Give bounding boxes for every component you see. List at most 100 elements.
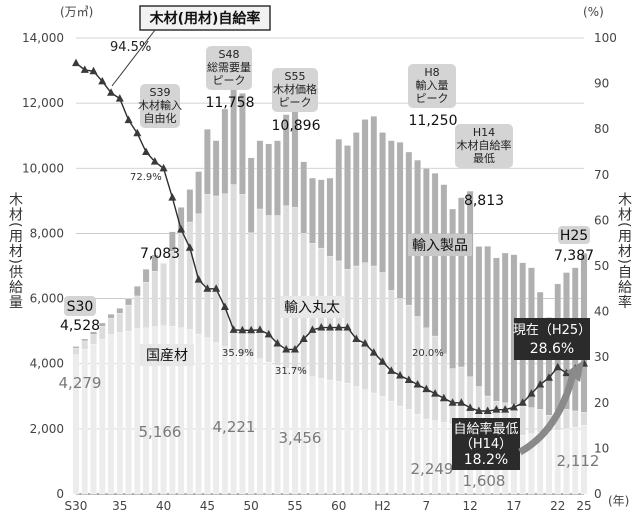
bar-imported-products bbox=[440, 184, 448, 355]
y-left-tick-label: 4,000 bbox=[30, 357, 64, 371]
x-tick-label: 40 bbox=[156, 499, 171, 513]
bar-domestic bbox=[256, 358, 264, 495]
bar-imported-logs bbox=[388, 290, 395, 402]
x-tick-label: 35 bbox=[112, 499, 127, 513]
annotation-h8: H8 輸入量 ピーク bbox=[408, 64, 456, 108]
bar-imported-logs bbox=[414, 316, 421, 415]
rate-point bbox=[501, 405, 510, 413]
domestic-h25: 2,112 bbox=[557, 452, 600, 470]
rate-point bbox=[343, 323, 352, 331]
bar-domestic bbox=[545, 431, 553, 495]
bar-imported-logs bbox=[528, 407, 535, 434]
rate-point bbox=[282, 344, 291, 353]
bar-imported-products bbox=[107, 314, 115, 319]
bar-domestic bbox=[414, 414, 421, 495]
bar-domestic bbox=[107, 334, 115, 495]
annotation-h14: H14 木材自給率 最低 bbox=[455, 124, 513, 168]
y-left-tick-label: 12,000 bbox=[22, 96, 64, 110]
title-leader bbox=[111, 29, 156, 87]
bar-domestic bbox=[265, 361, 272, 495]
bar-imported-products bbox=[282, 114, 290, 206]
bar-imported-products bbox=[484, 246, 491, 397]
rate-point bbox=[273, 339, 282, 347]
svg-text:最低: 最低 bbox=[473, 152, 495, 165]
rate-point bbox=[229, 325, 238, 333]
y-right-tick-label: 50 bbox=[594, 259, 609, 273]
y-left-tick-label: 0 bbox=[56, 487, 64, 501]
bar-imported-logs bbox=[440, 353, 448, 423]
bar-imported-logs bbox=[107, 317, 115, 335]
bar-imported-logs bbox=[221, 193, 229, 347]
svg-text:木材輸入: 木材輸入 bbox=[138, 98, 182, 112]
bar-imported-products bbox=[186, 189, 194, 223]
rate-point bbox=[142, 147, 151, 155]
bar-imported-logs bbox=[326, 256, 334, 381]
bar-imported-logs bbox=[256, 208, 264, 359]
total-h14: 8,813 bbox=[464, 193, 504, 209]
rate-point bbox=[553, 362, 562, 371]
rate-point bbox=[220, 302, 229, 311]
bar-imported-logs bbox=[204, 194, 211, 338]
bar-imported-products bbox=[169, 231, 176, 252]
y-left-title-group: 木材(用材)供給量 bbox=[7, 192, 23, 310]
y-right-tick-label: 90 bbox=[594, 77, 609, 91]
chart-title: 木材(用材)自給率 bbox=[149, 10, 261, 27]
rate-point bbox=[185, 243, 194, 251]
rate-point bbox=[369, 348, 378, 356]
total-h25: 7,387 bbox=[554, 248, 594, 264]
bar-domestic bbox=[125, 330, 132, 495]
domestic-s50: 4,221 bbox=[213, 418, 256, 436]
bar-domestic bbox=[423, 418, 430, 495]
bar-imported-logs bbox=[134, 295, 141, 329]
rate-point bbox=[124, 115, 133, 124]
bar-imported-products bbox=[370, 116, 378, 267]
bar-domestic bbox=[405, 409, 413, 495]
bar-imported-logs bbox=[81, 340, 89, 350]
bar-imported-products bbox=[134, 286, 141, 297]
rate-point bbox=[483, 406, 492, 415]
x-tick-label: H2 bbox=[374, 499, 391, 513]
x-ticks: S30 35 40 45 50 55 60 H2 7 12 17 22 25 bbox=[65, 499, 592, 513]
y-right-tick-label: 30 bbox=[594, 350, 609, 364]
rate-point bbox=[544, 373, 553, 381]
bar-imported-products bbox=[545, 317, 553, 416]
bar-imported-products bbox=[326, 177, 334, 257]
bar-imported-logs bbox=[458, 366, 465, 426]
label-domestic-bg bbox=[140, 344, 194, 366]
pct-label-s30: 94.5% bbox=[110, 40, 151, 55]
bar-imported-products bbox=[265, 143, 272, 216]
bar-imported-logs bbox=[379, 272, 386, 397]
bar-imported-logs bbox=[423, 327, 430, 420]
y-left-tick-label: 14,000 bbox=[22, 31, 64, 45]
bar-imported-products bbox=[405, 151, 413, 306]
bar-imported-logs bbox=[90, 334, 97, 345]
rate-point bbox=[89, 66, 98, 75]
bar-imported-products bbox=[361, 119, 369, 263]
rate-line-group bbox=[72, 58, 588, 415]
label-logs-bg bbox=[280, 296, 344, 318]
total-h8: 11,250 bbox=[409, 113, 458, 129]
svg-text:自給率最低: 自給率最低 bbox=[453, 421, 518, 437]
bar-imported-products bbox=[125, 298, 132, 306]
svg-text:現在（H25）: 現在（H25） bbox=[513, 323, 591, 338]
x-unit: (年) bbox=[608, 494, 629, 508]
bar-imported-products bbox=[388, 140, 395, 291]
bar-imported-products bbox=[151, 254, 159, 272]
bar-domestic bbox=[116, 332, 124, 495]
bar-domestic bbox=[335, 381, 343, 495]
total-s55: 10,896 bbox=[272, 118, 321, 134]
h25-label-bg bbox=[558, 226, 590, 244]
rate-point bbox=[352, 334, 361, 342]
annotation-s48: S48 総需要量 ピーク bbox=[206, 46, 252, 90]
bar-imported-products bbox=[142, 269, 150, 283]
label-products-bg bbox=[408, 234, 472, 256]
bar-imported-logs bbox=[186, 221, 194, 330]
svg-text:総需要量: 総需要量 bbox=[207, 60, 251, 74]
rate-point bbox=[509, 402, 518, 411]
rate-point bbox=[255, 325, 264, 333]
x-tick-label: 45 bbox=[200, 499, 215, 513]
rate-point bbox=[413, 380, 422, 388]
bar-imported-logs bbox=[72, 347, 80, 355]
rate-point bbox=[527, 389, 536, 397]
